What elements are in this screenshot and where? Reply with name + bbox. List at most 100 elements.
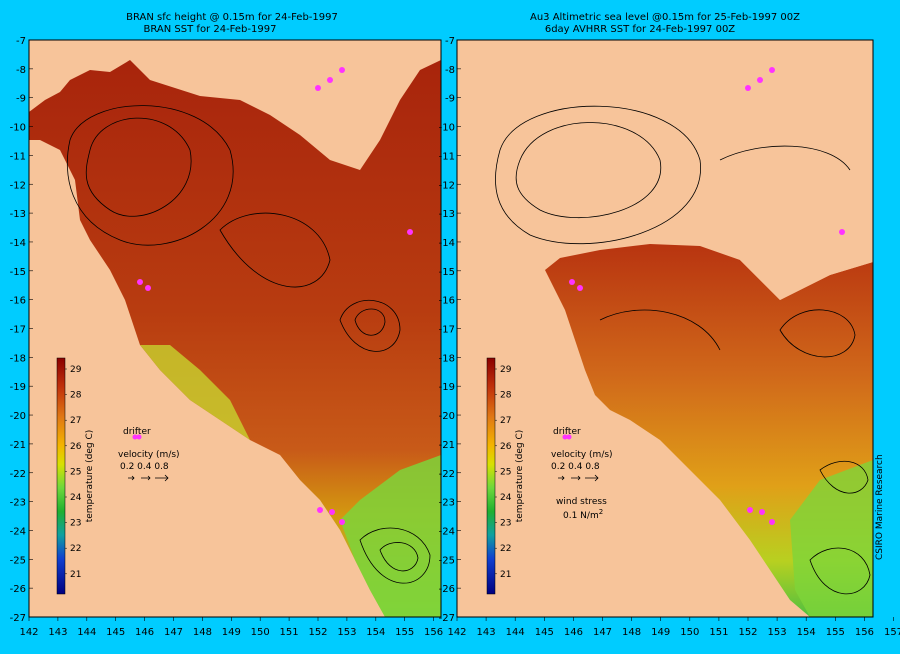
left-lat-tick: -19	[10, 382, 26, 393]
left-lat-tick: -27	[10, 613, 26, 624]
left-north-land	[29, 40, 441, 95]
left-lat-tick: -17	[10, 325, 26, 336]
right-colorbar-tick: 23	[500, 519, 511, 529]
left-colorbar-tick: 21	[70, 570, 81, 580]
right-colorbar-tick: 24	[500, 493, 512, 503]
right-lon-tick: 152	[738, 627, 757, 638]
right-wind-label: wind stress	[556, 497, 607, 507]
left-lat-tick: -15	[10, 267, 26, 278]
right-lat-tick: -24	[439, 526, 455, 537]
right-colorbar-label: temperature (deg C)	[515, 430, 525, 523]
right-lat-tick: -7	[445, 36, 455, 47]
left-lon-tick: 143	[48, 627, 67, 638]
right-lat-tick: -13	[439, 209, 455, 220]
left-colorbar-tick: 24	[70, 493, 82, 503]
left-colorbar-tick: 26	[70, 442, 82, 452]
right-colorbar-tick: 21	[500, 570, 511, 580]
left-lat-tick: -14	[10, 238, 26, 249]
right-lat-tick: -14	[439, 238, 455, 249]
right-velocity-values: 0.2 0.4 0.8	[551, 462, 600, 472]
left-velocity-label: velocity (m/s)	[118, 450, 180, 460]
right-lat-tick: -17	[439, 325, 455, 336]
left-colorbar-tick: 28	[70, 391, 82, 401]
left-cool-water	[340, 455, 441, 617]
left-lat-tick: -26	[10, 584, 26, 595]
right-lon-tick: 154	[797, 627, 816, 638]
right-velocity-label: velocity (m/s)	[551, 450, 613, 460]
right-cool-water	[790, 460, 873, 617]
left-lon-tick: 148	[193, 627, 212, 638]
right-drifter-label: drifter	[553, 427, 581, 437]
right-latitude-tick-labels: -7 -8 -9 -10 -11 -12 -13 -14 -15 -16 -17 -18 -19 -20 -…	[439, 36, 461, 624]
left-lat-tick: -24	[10, 526, 26, 537]
right-drifter-swatch	[562, 434, 568, 440]
right-lat-tick: -19	[439, 382, 455, 393]
left-contours	[67, 105, 431, 584]
right-lat-tick: -27	[439, 613, 455, 624]
right-colorbar: 29 28 27 26 25 24 23 22 21 temperature (deg C)	[486, 357, 525, 595]
left-lon-tick: 146	[135, 627, 154, 638]
right-lon-tick: 145	[535, 627, 554, 638]
right-lat-tick: -22	[439, 469, 455, 480]
left-colorbar: 29 28 27 26 25 24 23 22 21 temperature (deg C)	[56, 357, 95, 595]
right-lon-tick: 148	[622, 627, 641, 638]
right-lon-tick: 149	[651, 627, 670, 638]
right-lat-tick: -8	[445, 65, 455, 76]
left-lon-tick: 155	[395, 627, 414, 638]
right-lat-tick: -16	[439, 296, 455, 307]
right-lon-tick: 151	[709, 627, 728, 638]
left-lat-tick: -25	[10, 555, 26, 566]
right-lon-tick: 153	[768, 627, 787, 638]
right-lon-tick: 150	[680, 627, 699, 638]
right-lat-tick: -10	[439, 123, 455, 134]
left-lat-tick: -9	[16, 94, 26, 105]
left-legend: drifter velocity (m/s) 0.2 0.4 0.8	[118, 427, 180, 482]
right-map-panel	[457, 40, 873, 617]
right-lat-tick: -23	[439, 498, 455, 509]
left-title-line1: BRAN sfc height @ 0.15m for 24-Feb-1997	[126, 12, 338, 23]
left-lat-tick: -20	[10, 411, 26, 422]
left-colorbar-label: temperature (deg C)	[85, 430, 95, 523]
left-coastal-cool	[140, 345, 250, 440]
right-title-line1: Au3 Altimetric sea level @0.15m for 25-F…	[530, 12, 800, 23]
left-lat-tick: -21	[10, 440, 26, 451]
longitude-tick-labels: 142 143 144 145 146 147 148 149 150 151 152 153 154 1…	[19, 617, 900, 638]
left-lat-tick: -16	[10, 296, 26, 307]
left-lon-tick: 150	[251, 627, 270, 638]
left-colorbar-tick: 29	[70, 365, 82, 375]
right-velocity-arrows	[558, 474, 599, 482]
left-velocity-arrows	[128, 474, 169, 482]
left-lon-tick: 151	[280, 627, 299, 638]
left-latitude-tick-labels: -7 -8 -9 -10 -11 -12 -13 -14 -15 -16 -17 -18 -19 -20 -…	[10, 36, 33, 624]
left-lon-tick: 152	[308, 627, 327, 638]
right-lon-tick: 157	[884, 627, 900, 638]
right-lat-tick: -11	[439, 151, 455, 162]
left-lat-tick: -18	[10, 353, 26, 364]
left-title-line2: BRAN SST for 24-Feb-1997	[144, 24, 277, 35]
right-lat-tick: -18	[439, 353, 455, 364]
left-lon-tick: 145	[106, 627, 125, 638]
left-lat-tick: -8	[16, 65, 26, 76]
right-colorbar-tick: 22	[500, 544, 511, 554]
right-lon-tick: 144	[506, 627, 525, 638]
left-lat-tick: -10	[10, 123, 26, 134]
left-lon-tick: 144	[77, 627, 96, 638]
left-velocity-values: 0.2 0.4 0.8	[120, 462, 169, 472]
left-lat-tick: -7	[16, 36, 26, 47]
right-wind-value: 0.1 N/m2	[563, 508, 603, 521]
left-sst-ocean	[29, 60, 441, 617]
right-lon-tick: 155	[826, 627, 845, 638]
right-cloud-gap	[740, 250, 873, 300]
right-lat-tick: -21	[439, 440, 455, 451]
right-lat-tick: -15	[439, 267, 455, 278]
left-lon-tick: 147	[164, 627, 183, 638]
right-lat-tick: -12	[439, 180, 455, 191]
left-lat-tick: -11	[10, 151, 26, 162]
left-drifters	[137, 67, 413, 525]
right-lon-tick: 147	[593, 627, 612, 638]
right-lat-tick: -20	[439, 411, 455, 422]
left-drifter-swatch	[132, 434, 138, 440]
right-colorbar-tick: 25	[500, 467, 511, 477]
